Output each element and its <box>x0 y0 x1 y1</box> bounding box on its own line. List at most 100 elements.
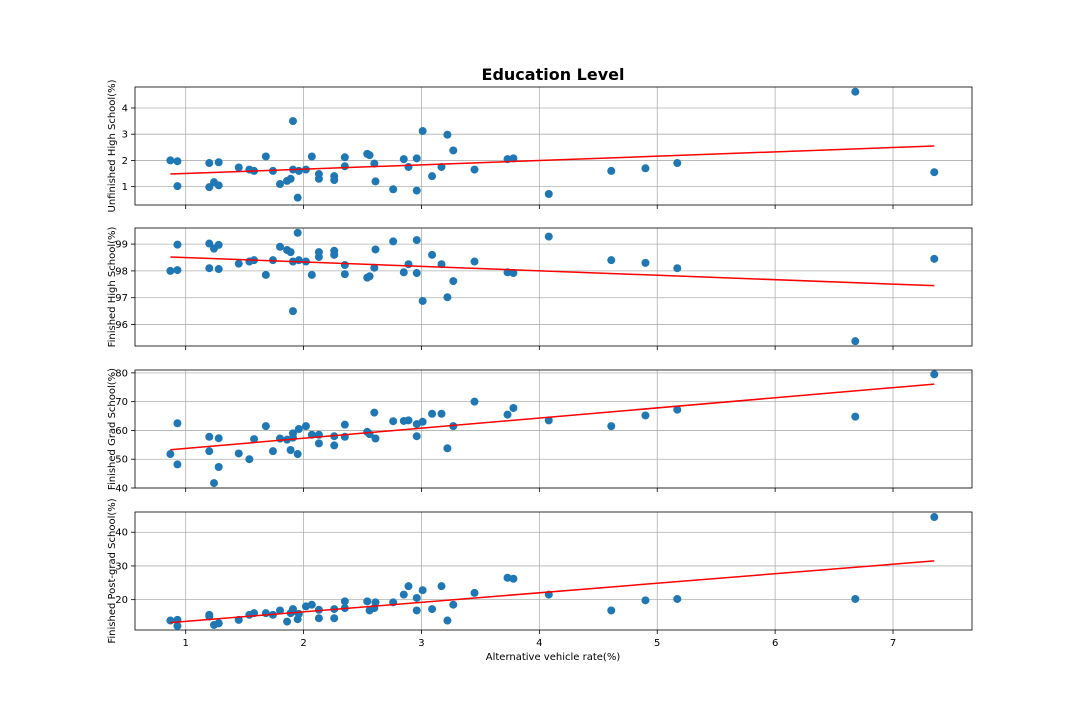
data-point <box>509 574 518 583</box>
data-point <box>404 416 413 425</box>
data-point <box>470 397 479 406</box>
subplot-1: 1 2 3 4 Unfinished High School(%) <box>107 79 973 212</box>
data-point <box>166 616 175 625</box>
data-point <box>245 455 254 464</box>
data-point <box>307 600 316 609</box>
data-point <box>370 263 379 272</box>
data-point <box>371 434 380 443</box>
data-point <box>365 151 374 160</box>
y-axis-label: Finished Post-grad School(%) <box>107 498 118 643</box>
data-point <box>276 180 285 189</box>
y-tick-label: 60 <box>115 426 128 437</box>
data-point <box>399 590 408 599</box>
data-point <box>173 419 182 428</box>
x-tick-label: 1 <box>183 638 189 649</box>
data-point <box>294 425 303 433</box>
data-point <box>399 268 408 277</box>
data-point <box>851 337 860 346</box>
data-point <box>851 412 860 421</box>
data-point <box>851 594 860 603</box>
data-point <box>286 248 295 257</box>
data-point <box>340 162 349 171</box>
trend-line <box>170 560 935 624</box>
data-point <box>509 154 518 163</box>
y-tick-label: 70 <box>115 397 128 408</box>
data-point <box>370 408 379 417</box>
data-point <box>371 598 380 607</box>
data-point <box>503 573 512 582</box>
data-point <box>641 164 650 173</box>
data-point <box>418 417 427 426</box>
data-point <box>389 185 398 194</box>
data-point <box>503 410 512 419</box>
data-point <box>363 597 372 606</box>
data-point <box>234 259 243 268</box>
data-point <box>930 370 939 379</box>
y-tick-label: 50 <box>115 455 128 466</box>
data-point <box>214 240 223 249</box>
data-point <box>449 146 458 155</box>
data-point <box>412 186 421 195</box>
y-tick-label: 4 <box>122 103 128 114</box>
data-point <box>166 156 175 165</box>
data-point <box>205 183 214 192</box>
data-point <box>404 162 413 171</box>
data-point <box>209 479 218 488</box>
data-point <box>443 444 452 453</box>
x-tick-label: 3 <box>418 638 424 649</box>
data-point <box>205 239 214 248</box>
y-tick-label: 40 <box>115 528 128 539</box>
data-point <box>288 307 297 316</box>
data-point <box>412 154 421 163</box>
data-point <box>261 152 270 161</box>
data-point <box>428 409 437 418</box>
x-tick-label: 7 <box>890 638 896 649</box>
data-point <box>641 258 650 267</box>
data-point <box>214 434 223 443</box>
data-point <box>173 460 182 469</box>
data-point <box>340 420 349 429</box>
data-point <box>173 621 182 630</box>
data-point <box>340 597 349 606</box>
data-point <box>443 293 452 302</box>
data-point <box>412 606 421 615</box>
data-point <box>205 447 214 456</box>
data-point <box>330 176 339 185</box>
data-point <box>443 130 452 139</box>
data-point <box>214 619 223 628</box>
trend-line <box>170 145 935 175</box>
data-point <box>340 270 349 279</box>
data-point <box>365 272 374 281</box>
data-point <box>307 270 316 279</box>
data-point <box>607 256 616 265</box>
axes-frame <box>134 511 973 631</box>
data-point <box>428 250 437 259</box>
data-point <box>930 254 939 263</box>
data-point <box>428 172 437 181</box>
data-point <box>673 594 682 603</box>
data-point <box>673 159 682 168</box>
data-point <box>234 163 243 172</box>
data-point <box>314 170 323 179</box>
data-point <box>412 236 421 245</box>
data-point <box>389 417 398 426</box>
data-point <box>340 153 349 162</box>
data-point <box>641 596 650 605</box>
data-point <box>437 260 446 269</box>
data-point <box>261 609 270 618</box>
data-point <box>443 616 452 625</box>
data-point <box>173 240 182 249</box>
axes-frame <box>134 369 973 489</box>
data-point <box>544 232 553 241</box>
data-point <box>544 416 553 425</box>
axes-frame <box>134 227 973 347</box>
data-point <box>314 439 323 448</box>
y-axis-label: Finished High School(%) <box>107 226 118 347</box>
y-axis-label: Finished Grad School(%) <box>107 368 118 490</box>
data-point <box>301 422 310 431</box>
y-tick-label: 1 <box>122 182 128 193</box>
data-point <box>449 600 458 609</box>
